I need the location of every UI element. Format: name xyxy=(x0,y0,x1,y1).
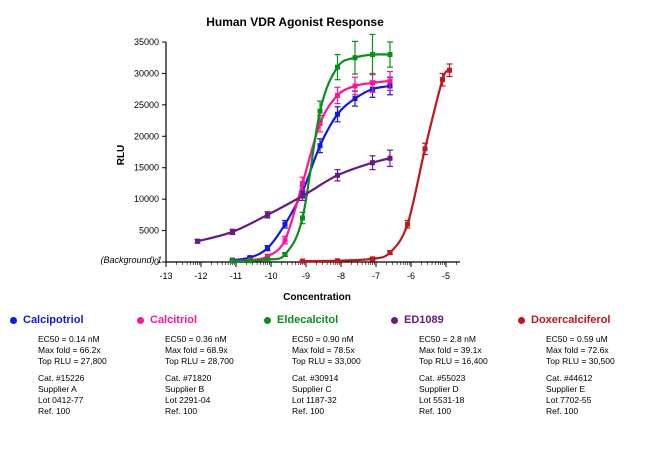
data-point xyxy=(387,155,393,161)
x-tick-label: -10 xyxy=(264,271,277,281)
data-point xyxy=(447,67,452,73)
data-point xyxy=(282,237,288,243)
series-line-eldecalcitol xyxy=(232,53,391,263)
legend-header: Calcipotriol xyxy=(10,312,136,328)
plot-area: 0 5000 10000 15000 20000 25000 30000 35000 -13 -1… xyxy=(134,33,460,281)
data-point xyxy=(335,111,340,117)
series-line-calcitriol xyxy=(232,79,391,262)
background-label: (Background) 1 xyxy=(100,255,162,265)
data-point xyxy=(370,80,375,86)
legend-description: EC50 = 0.14 nM Max fold = 66.2x Top RLU … xyxy=(38,334,107,366)
data-point xyxy=(317,121,323,127)
data-point xyxy=(352,55,358,61)
legend-marker-icon xyxy=(518,316,525,324)
y-tick-label: 0 xyxy=(154,257,159,267)
data-point xyxy=(422,146,428,152)
legend-description: EC50 = 2.8 nM Max fold = 39.1x Top RLU =… xyxy=(419,334,488,366)
data-point xyxy=(300,258,305,264)
x-tick-label: -8 xyxy=(337,271,345,281)
x-tick-label: -13 xyxy=(159,271,172,281)
data-point xyxy=(247,255,253,261)
data-point xyxy=(335,92,340,98)
data-point xyxy=(230,229,235,235)
x-tick-label: -12 xyxy=(194,271,207,281)
y-tick-label: 25000 xyxy=(134,100,159,110)
data-point xyxy=(405,221,410,227)
legend-header: ED1089 xyxy=(391,312,517,328)
legend-header: Doxercalciferol xyxy=(518,312,644,328)
data-point xyxy=(387,78,393,84)
chart-title: Human VDR Agonist Response xyxy=(206,15,384,29)
legend-entry: ED1089 EC50 = 2.8 nM Max fold = 39.1x Top… xyxy=(391,312,517,417)
data-point xyxy=(352,83,358,89)
legend-reference: Cat. #71820 Supplier B Lot 2291-04 Ref. … xyxy=(165,373,212,416)
data-point xyxy=(370,256,375,262)
legend-marker-icon xyxy=(137,316,144,324)
data-point xyxy=(265,256,270,262)
data-point xyxy=(352,96,358,102)
data-point xyxy=(387,52,393,58)
data-point xyxy=(387,250,393,256)
legend-marker-icon xyxy=(10,316,17,324)
legend-name: Doxercalciferol xyxy=(531,314,611,326)
legend-name: ED1089 xyxy=(404,314,444,326)
legend-description: EC50 = 0.59 uM Max fold = 72.6x Top RLU … xyxy=(546,334,615,366)
data-point xyxy=(335,172,340,178)
legend-entry: Doxercalciferol EC50 = 0.59 uM Max fold =… xyxy=(518,312,644,417)
series-line-doxercalciferol xyxy=(302,69,451,263)
legend-entry: Calcipotriol EC50 = 0.14 nM Max fold = 66… xyxy=(10,312,136,417)
y-tick-label: 35000 xyxy=(134,37,159,47)
legend-header: Eldecalcitol xyxy=(264,312,390,328)
legend-reference: Cat. #15226 Supplier A Lot 0412-77 Ref. … xyxy=(38,373,85,416)
legend-marker-icon xyxy=(264,316,271,324)
data-point xyxy=(265,253,270,259)
x-tick-label: -6 xyxy=(407,271,415,281)
series-line-calcipotriol xyxy=(232,84,391,262)
legend-description: EC50 = 0.36 nM Max fold = 68.9x Top RLU … xyxy=(165,334,234,366)
legend: Calcipotriol EC50 = 0.14 nM Max fold = 66… xyxy=(10,312,650,452)
data-point xyxy=(282,221,288,227)
data-point xyxy=(300,193,305,199)
data-point xyxy=(335,64,340,70)
legend-reference: Cat. #30914 Supplier C Lot 1187-32 Ref. … xyxy=(292,373,339,416)
y-tick-label: 15000 xyxy=(134,163,159,173)
data-point xyxy=(300,180,305,186)
data-point xyxy=(265,245,270,251)
y-tick-label: 5000 xyxy=(139,226,159,236)
legend-description: EC50 = 0.90 nM Max fold = 78.5x Top RLU … xyxy=(292,334,361,366)
data-point xyxy=(195,238,200,244)
y-tick-label: 30000 xyxy=(134,68,159,78)
legend-entry: Calcitriol EC50 = 0.36 nM Max fold = 68.9… xyxy=(137,312,263,417)
data-point xyxy=(247,258,253,264)
data-point xyxy=(370,52,375,58)
x-tick-label: -5 xyxy=(442,271,450,281)
y-tick-label: 10000 xyxy=(134,194,159,204)
data-point xyxy=(300,215,305,221)
x-tick-label: -9 xyxy=(302,271,310,281)
legend-header: Calcitriol xyxy=(137,312,263,328)
legend-entry: Eldecalcitol EC50 = 0.90 nM Max fold = 78… xyxy=(264,312,390,417)
data-point xyxy=(317,108,323,114)
legend-reference: Cat. #55023 Supplier D Lot 5531-18 Ref. … xyxy=(419,373,466,416)
x-axis-label: Concentration xyxy=(283,292,351,303)
x-tick-label: -11 xyxy=(230,271,242,281)
x-tick-label: -7 xyxy=(372,271,380,281)
data-point xyxy=(230,258,235,264)
data-point xyxy=(335,258,340,264)
data-point xyxy=(317,143,323,149)
data-point xyxy=(440,77,445,83)
legend-name: Eldecalcitol xyxy=(277,314,339,326)
series-line-ed1089 xyxy=(197,157,391,243)
data-point xyxy=(282,251,288,257)
legend-name: Calcipotriol xyxy=(23,314,84,326)
legend-name: Calcitriol xyxy=(150,314,198,326)
dose-response-chart: Human VDR Agonist Response 0 5000 10000 150… xyxy=(100,15,460,303)
legend-reference: Cat. #44612 Supplier E Lot 7702-55 Ref. … xyxy=(546,373,593,416)
y-axis-label: RLU xyxy=(116,145,127,166)
data-point xyxy=(265,212,270,218)
y-tick-label: 20000 xyxy=(134,131,159,141)
legend-marker-icon xyxy=(391,316,398,324)
data-point xyxy=(370,160,375,166)
